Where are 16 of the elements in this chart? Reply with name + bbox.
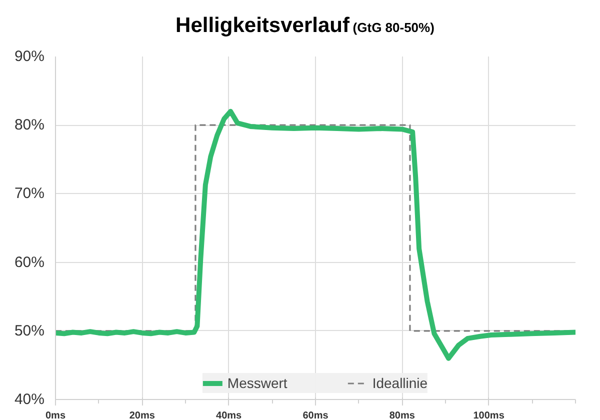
- x-tick-label: 20ms: [129, 410, 156, 420]
- y-tick-label: 40%: [14, 391, 45, 408]
- y-tick-label: 90%: [14, 48, 45, 65]
- chart-subtitle: (GtG 80-50%): [352, 20, 434, 35]
- legend-label: Messwert: [227, 375, 288, 391]
- x-tick-label: 80ms: [389, 410, 416, 420]
- chart-title: Helligkeitsverlauf: [176, 14, 350, 37]
- x-tick-label: 100ms: [473, 410, 505, 420]
- x-tick-label: 40ms: [216, 410, 242, 420]
- y-tick-label: 70%: [14, 185, 45, 202]
- y-tick-label: 50%: [14, 322, 45, 340]
- y-tick-label: 80%: [14, 116, 45, 134]
- x-tick-label: 60ms: [302, 410, 329, 420]
- legend-label: Ideallinie: [372, 375, 428, 391]
- y-tick-label: 60%: [14, 254, 45, 271]
- x-tick-label: 0ms: [45, 410, 66, 420]
